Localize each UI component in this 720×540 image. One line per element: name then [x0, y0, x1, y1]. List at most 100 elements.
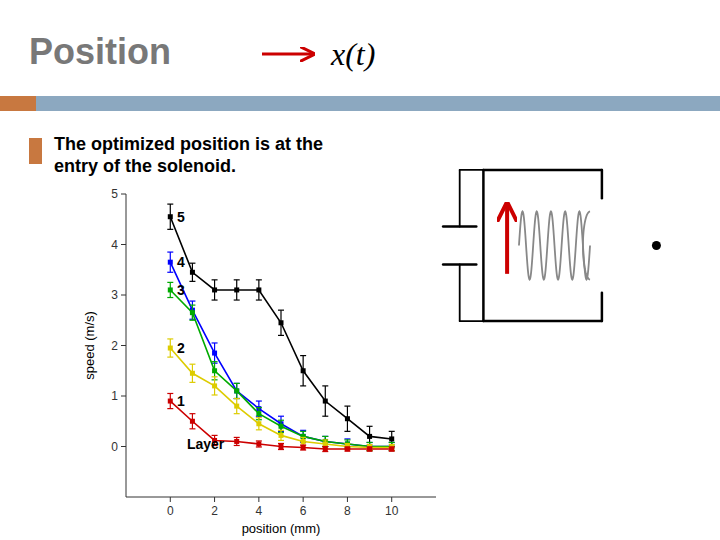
projectile-dot — [652, 241, 661, 250]
error-bar — [344, 406, 350, 431]
field-arrow — [505, 206, 509, 274]
point — [279, 444, 284, 449]
error-bar — [300, 437, 306, 445]
point — [256, 441, 261, 446]
error-bar-cap — [278, 335, 284, 336]
wire — [460, 320, 484, 322]
y-axis-label: speed (m/s) — [82, 311, 97, 380]
annotation: 5 — [177, 209, 185, 225]
error-bar — [367, 444, 373, 450]
y-tick-label: 3 — [111, 288, 118, 302]
point — [168, 399, 173, 404]
diagram-line — [483, 169, 602, 172]
point — [367, 447, 372, 452]
point — [234, 388, 239, 393]
error-bar — [300, 445, 306, 450]
error-bar-cap — [189, 300, 195, 301]
error-bar-cap — [212, 376, 218, 377]
point — [212, 368, 217, 373]
error-bar-cap — [322, 416, 328, 417]
x-tick-label: 0 — [167, 504, 174, 518]
error-bar-cap — [212, 394, 218, 395]
point — [301, 445, 306, 450]
error-bar-cap — [278, 310, 284, 311]
error-bar-cap — [300, 430, 306, 431]
error-bar — [278, 443, 284, 449]
x-tick-label: 2 — [211, 504, 218, 518]
x-tick — [347, 497, 348, 502]
error-bar-cap — [189, 281, 195, 282]
point — [190, 270, 195, 275]
y-tick-label: 2 — [111, 339, 118, 353]
point — [190, 371, 195, 376]
error-bar-cap — [367, 444, 373, 445]
error-bar-cap — [300, 437, 306, 438]
point — [168, 287, 173, 292]
series-line — [170, 217, 391, 439]
series-line — [170, 348, 391, 447]
point — [345, 416, 350, 421]
point — [212, 287, 217, 292]
series-line — [170, 262, 391, 446]
error-bar-cap — [256, 407, 262, 408]
error-bar — [167, 339, 173, 357]
header-accent — [0, 96, 36, 111]
point — [212, 351, 217, 356]
error-bar-cap — [234, 383, 240, 384]
point — [301, 439, 306, 444]
error-bar — [367, 447, 373, 451]
error-bar-cap — [234, 398, 240, 399]
point — [168, 260, 173, 265]
error-bar-cap — [256, 417, 262, 418]
point — [279, 433, 284, 438]
point — [234, 404, 239, 409]
error-bar-cap — [189, 305, 195, 306]
error-bar-cap — [234, 383, 240, 384]
error-bar-cap — [167, 251, 173, 252]
error-bar — [167, 252, 173, 272]
point — [389, 447, 394, 452]
y-tick — [121, 396, 126, 397]
error-bar-cap — [167, 204, 173, 205]
error-bar-cap — [167, 408, 173, 409]
error-bar — [367, 442, 373, 450]
error-bar — [322, 447, 328, 452]
diagram-line — [601, 170, 604, 198]
error-bar — [234, 399, 240, 414]
error-bar-cap — [189, 413, 195, 414]
point — [323, 399, 328, 404]
error-bar — [322, 386, 328, 416]
point — [190, 419, 195, 424]
x-axis-label: position (mm) — [242, 521, 321, 536]
error-bar-cap — [344, 438, 350, 439]
error-bar-cap — [234, 279, 240, 280]
y-tick — [121, 295, 126, 296]
error-bar — [167, 393, 173, 408]
error-bar-cap — [212, 342, 218, 343]
x-tick — [303, 497, 304, 502]
data-area — [167, 204, 394, 451]
error-bar-cap — [189, 263, 195, 264]
error-bar-cap — [234, 398, 240, 399]
error-bar-cap — [322, 439, 328, 440]
error-bar — [212, 362, 218, 380]
diagram-line — [482, 170, 485, 321]
error-bar-cap — [234, 437, 240, 438]
error-bar-cap — [167, 338, 173, 339]
error-bar-cap — [278, 443, 284, 444]
point — [234, 388, 239, 393]
error-bar-cap — [256, 440, 262, 441]
title: Position — [29, 31, 171, 72]
error-bar-cap — [322, 436, 328, 437]
error-bar-cap — [167, 229, 173, 230]
y-tick-label: 5 — [111, 187, 118, 201]
x-tick — [214, 497, 215, 502]
error-bar-cap — [344, 431, 350, 432]
error-bar-cap — [344, 406, 350, 407]
error-bar-cap — [278, 430, 284, 431]
error-bar-cap — [256, 279, 262, 280]
error-bar-cap — [367, 426, 373, 427]
title-arrow — [262, 53, 312, 56]
x-tick-label: 4 — [256, 504, 263, 518]
error-bar-cap — [167, 272, 173, 273]
